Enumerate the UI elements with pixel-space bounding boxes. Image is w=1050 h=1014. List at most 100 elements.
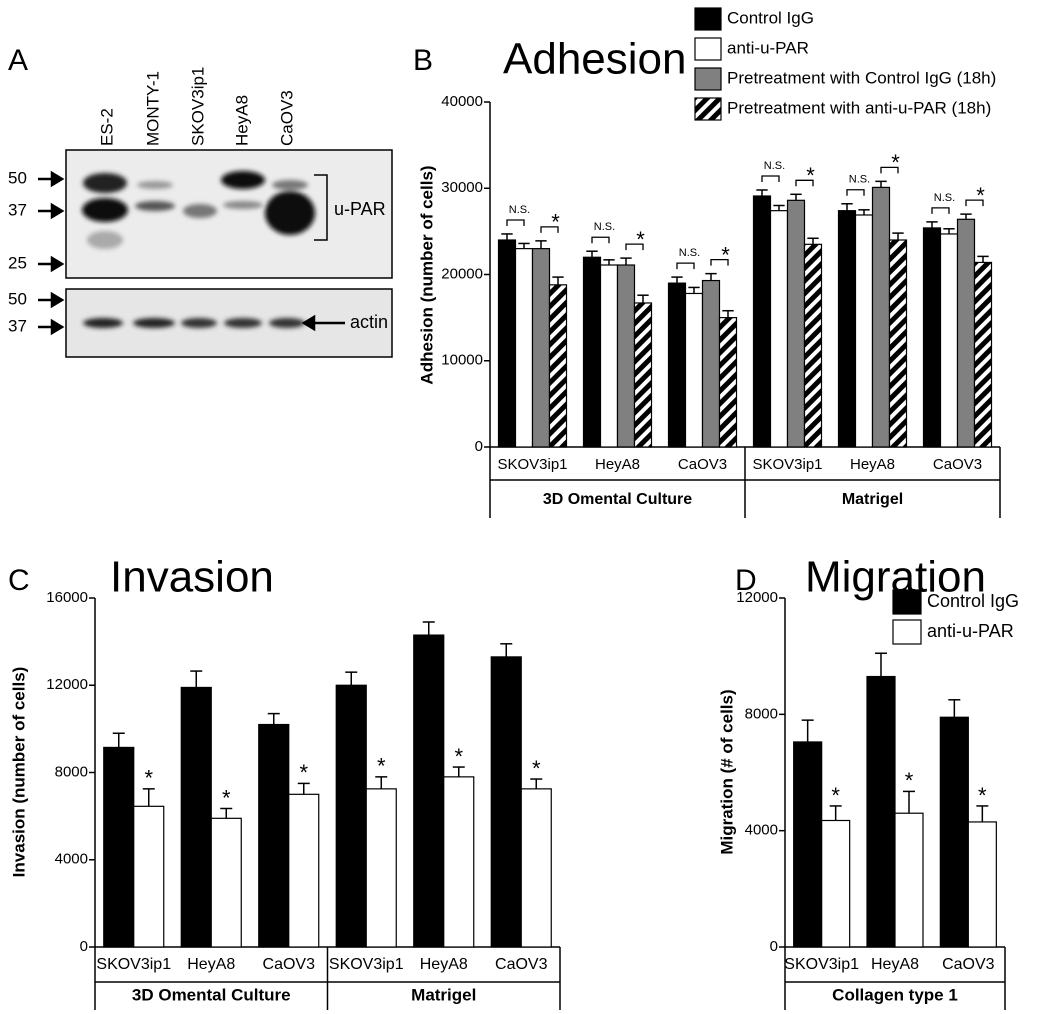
group-label: Matrigel [842, 491, 903, 508]
significance-label: * [891, 150, 900, 175]
group-label: Matrigel [411, 985, 476, 1004]
bar [180, 686, 212, 948]
significance-label: * [551, 210, 560, 235]
y-tick-label: 40000 [441, 93, 483, 110]
legend-swatch [694, 7, 722, 31]
legend-swatch [892, 619, 922, 645]
significance-label: N.S. [679, 247, 700, 259]
bar [335, 684, 367, 948]
band-label: u-PAR [334, 199, 386, 219]
y-tick-label: 12000 [46, 676, 88, 693]
significance-bracket [540, 226, 559, 233]
bar [514, 248, 534, 448]
group-label: Collagen type 1 [832, 985, 958, 1004]
bar [497, 239, 517, 448]
significance-label: * [905, 768, 914, 793]
bar [967, 821, 997, 948]
y-tick-label: 16000 [46, 589, 88, 606]
band-label: actin [350, 312, 388, 332]
bar [133, 805, 165, 948]
x-tick-label: CaOV3 [495, 956, 548, 973]
bar [939, 233, 959, 448]
lane-label: ES-2 [97, 108, 116, 146]
significance-bracket [676, 262, 695, 270]
significance-label: * [806, 163, 815, 188]
bar [490, 656, 522, 948]
y-axis-label: Migration (# of cells) [717, 689, 736, 854]
significance-label: * [222, 785, 231, 810]
legend-label: anti-u-PAR [927, 621, 1014, 641]
blot-panel: A ES-2 MONTY-1 SKOV3ip1 HeyA8 CaOV3 50 3… [8, 44, 393, 358]
significance-label: * [831, 783, 840, 808]
bar [922, 227, 942, 448]
bar [821, 819, 851, 948]
x-tick-label: CaOV3 [942, 956, 995, 973]
x-tick-label: HeyA8 [850, 456, 895, 473]
y-axis-label: Invasion (number of cells) [9, 667, 28, 878]
bar [701, 279, 721, 448]
x-tick-label: SKOV3ip1 [329, 956, 404, 973]
x-tick-label: HeyA8 [871, 956, 919, 973]
y-tick-label: 4000 [745, 822, 778, 839]
significance-bracket [846, 189, 865, 196]
bar [258, 723, 290, 948]
bracket [314, 174, 328, 241]
y-tick-label: 0 [770, 938, 778, 955]
x-tick-label: CaOV3 [678, 456, 727, 473]
bar [888, 239, 908, 448]
significance-label: * [144, 766, 153, 791]
lane-label: SKOV3ip1 [188, 67, 207, 146]
marker-label: 50 [8, 289, 27, 308]
x-tick-label: CaOV3 [263, 956, 316, 973]
significance-label: * [299, 760, 308, 785]
chart-title: Adhesion [503, 35, 686, 84]
lane-label: HeyA8 [232, 95, 251, 146]
y-tick-label: 8000 [745, 705, 778, 722]
bar [752, 195, 772, 448]
y-tick-label: 8000 [55, 763, 88, 780]
bar [365, 788, 397, 948]
legend-label: Pretreatment with anti-u-PAR (18h) [727, 98, 991, 117]
y-tick-label: 10000 [441, 352, 483, 369]
y-tick-label: 0 [80, 938, 88, 955]
significance-label: * [636, 227, 645, 252]
significance-label: * [976, 183, 985, 208]
bar [854, 214, 874, 448]
significance-bracket [965, 199, 984, 207]
bar [616, 264, 636, 448]
chart-title: Invasion [110, 553, 274, 602]
marker-label: 25 [8, 253, 27, 272]
legend-label: Control IgG [927, 591, 1019, 611]
significance-bracket [710, 258, 729, 266]
bar [633, 302, 653, 448]
significance-label: N.S. [509, 204, 530, 216]
bar [866, 675, 896, 948]
blot-bands [82, 171, 315, 328]
bar [894, 812, 924, 948]
x-tick-label: SKOV3ip1 [784, 956, 859, 973]
lane-label: CaOV3 [277, 90, 296, 146]
significance-label: N.S. [594, 221, 615, 233]
marker-label: 37 [8, 316, 27, 335]
legend-swatch [694, 67, 722, 91]
x-tick-label: HeyA8 [420, 956, 468, 973]
legend-label: Control IgG [727, 8, 814, 27]
y-tick-label: 4000 [55, 851, 88, 868]
significance-bracket [625, 243, 644, 251]
x-tick-label: SKOV3ip1 [96, 956, 171, 973]
panel-letter: D [735, 564, 757, 597]
legend-label: anti-u-PAR [727, 38, 809, 57]
bar [413, 634, 445, 948]
y-tick-label: 30000 [441, 179, 483, 196]
bar [667, 282, 687, 448]
significance-label: N.S. [934, 192, 955, 204]
y-tick-label: 0 [475, 438, 483, 455]
y-axis-label: Adhesion (number of cells) [417, 165, 436, 384]
legend-swatch [694, 37, 722, 61]
significance-bracket [506, 219, 525, 226]
bar [718, 317, 738, 448]
bar [939, 716, 969, 948]
significance-label: * [454, 744, 463, 769]
bar [103, 746, 135, 948]
